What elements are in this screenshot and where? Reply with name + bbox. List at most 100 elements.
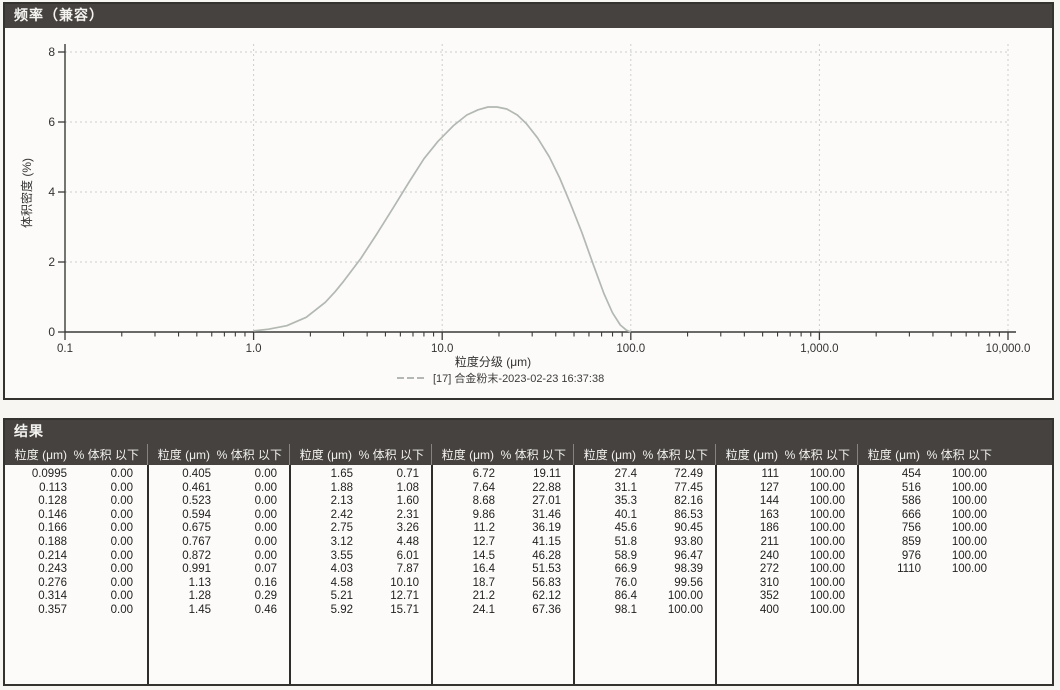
- size-value: 3.12: [330, 535, 353, 548]
- table-row: 31.1 77.45: [575, 482, 715, 496]
- x-tick-label: 1.0: [246, 343, 262, 355]
- pct-below-value: 3.26: [396, 522, 419, 535]
- frequency-panel: 频率（兼容） 0 2 4 6 8 0.1 1.0 10.0 100.0 1,000.0 10,000…: [3, 2, 1054, 400]
- size-value: 9.86: [472, 508, 495, 521]
- size-value: 0.405: [182, 468, 211, 480]
- table-row: 0.523 0.00: [149, 495, 289, 509]
- table-row: 21.2 62.12: [433, 590, 573, 604]
- table-row: 3.12 4.48: [291, 536, 431, 550]
- results-column-group: 0.0995 0.00 0.113 0.00 0.128 0.00 0.146 0.00 0.1…: [5, 465, 147, 684]
- pct-below-value: 100.00: [951, 481, 987, 494]
- size-value: 1110: [897, 563, 921, 576]
- size-value: 0.243: [38, 563, 67, 576]
- table-row: 0.214 0.00: [5, 550, 147, 564]
- size-column-header: 粒度 (μm): [299, 448, 352, 462]
- pct-below-value: 100.00: [809, 468, 845, 480]
- distribution-curve: [253, 106, 632, 333]
- size-value: 0.594: [182, 508, 211, 521]
- pct-below-column-header: % 体积 以下: [73, 448, 139, 462]
- y-tick-label: 0: [48, 325, 55, 339]
- size-value: 352: [759, 590, 779, 603]
- pct-below-value: 10.10: [390, 576, 419, 589]
- pct-below-value: 7.87: [396, 563, 419, 576]
- table-row: 2.75 3.26: [291, 522, 431, 536]
- size-column-header: 粒度 (μm): [725, 448, 778, 462]
- size-value: 0.166: [38, 522, 67, 535]
- table-row: 186 100.00: [717, 522, 857, 536]
- size-value: 31.1: [614, 481, 637, 494]
- table-row: 0.0995 0.00: [5, 468, 147, 482]
- table-row: 4.03 7.87: [291, 563, 431, 577]
- pct-below-value: 82.16: [674, 495, 703, 508]
- pct-below-value: 22.88: [532, 481, 561, 494]
- pct-below-column-header: % 体积 以下: [500, 448, 566, 462]
- table-row: 1110 100.00: [859, 563, 1052, 577]
- pct-below-value: 0.00: [110, 522, 133, 535]
- y-axis-title: 体积密度 (%): [19, 158, 34, 228]
- size-value: 127: [759, 481, 779, 494]
- pct-below-value: 100.00: [809, 563, 845, 576]
- size-value: 2.13: [330, 495, 353, 508]
- table-row: 1.45 0.46: [149, 604, 289, 618]
- table-row: 1.28 0.29: [149, 590, 289, 604]
- pct-below-value: 100.00: [809, 495, 845, 508]
- results-column-group: 27.4 72.49 31.1 77.45 35.3 82.16 40.1 86.53 45.6…: [573, 465, 715, 684]
- size-value: 144: [759, 495, 779, 508]
- pct-below-column-header: % 体积 以下: [358, 448, 424, 462]
- pct-below-value: 36.19: [532, 522, 561, 535]
- size-value: 1.45: [188, 603, 211, 616]
- pct-below-value: 0.00: [110, 481, 133, 494]
- table-row: 211 100.00: [717, 536, 857, 550]
- size-value: 0.872: [182, 549, 211, 562]
- table-row: 976 100.00: [859, 550, 1052, 564]
- table-row: 0.113 0.00: [5, 482, 147, 496]
- pct-below-column-header: % 体积 以下: [926, 448, 992, 462]
- pct-below-value: 77.45: [674, 481, 703, 494]
- size-value: 0.675: [182, 522, 211, 535]
- size-value: 310: [759, 576, 779, 589]
- size-column-header: 粒度 (μm): [157, 448, 210, 462]
- size-value: 0.314: [38, 590, 67, 603]
- pct-below-value: 100.00: [951, 468, 987, 480]
- table-row: 0.243 0.00: [5, 563, 147, 577]
- pct-below-value: 51.53: [532, 563, 561, 576]
- pct-below-value: 0.00: [110, 495, 133, 508]
- table-row: 111 100.00: [717, 468, 857, 482]
- table-row: 18.7 56.83: [433, 577, 573, 591]
- pct-below-value: 12.71: [390, 590, 419, 603]
- size-value: 35.3: [614, 495, 637, 508]
- pct-below-value: 100.00: [809, 535, 845, 548]
- pct-below-value: 100.00: [809, 576, 845, 589]
- size-value: 586: [901, 495, 921, 508]
- table-row: 144 100.00: [717, 495, 857, 509]
- pct-below-value: 100.00: [951, 549, 987, 562]
- size-value: 4.58: [330, 576, 353, 589]
- pct-below-value: 0.00: [110, 508, 133, 521]
- results-column-header-group: 粒度 (μm) % 体积 以下: [147, 444, 289, 465]
- size-value: 1.13: [188, 576, 211, 589]
- pct-below-value: 72.49: [674, 468, 703, 480]
- size-value: 0.357: [38, 603, 67, 616]
- frequency-chart-area: 0 2 4 6 8 0.1 1.0 10.0 100.0 1,000.0 10,000.0 体积密度 …: [5, 28, 1052, 400]
- results-column-header-group: 粒度 (μm) % 体积 以下: [5, 444, 147, 465]
- table-row: 240 100.00: [717, 550, 857, 564]
- pct-below-value: 100.00: [951, 563, 987, 576]
- pct-below-column-header: % 体积 以下: [216, 448, 282, 462]
- size-column-header: 粒度 (μm): [583, 448, 636, 462]
- size-value: 45.6: [614, 522, 637, 535]
- table-row: 40.1 86.53: [575, 509, 715, 523]
- size-column-header: 粒度 (μm): [867, 448, 920, 462]
- table-row: 3.55 6.01: [291, 550, 431, 564]
- pct-below-value: 86.53: [674, 508, 703, 521]
- pct-below-value: 0.00: [254, 522, 277, 535]
- pct-below-value: 31.46: [532, 508, 561, 521]
- table-row: 586 100.00: [859, 495, 1052, 509]
- pct-below-value: 6.01: [396, 549, 419, 562]
- pct-below-value: 0.00: [254, 535, 277, 548]
- size-value: 7.64: [472, 481, 495, 494]
- pct-below-value: 41.15: [532, 535, 561, 548]
- size-value: 1.88: [330, 481, 353, 494]
- x-axis-title: 粒度分级 (μm): [455, 354, 531, 369]
- pct-below-value: 0.00: [110, 563, 133, 576]
- size-value: 24.1: [472, 603, 495, 616]
